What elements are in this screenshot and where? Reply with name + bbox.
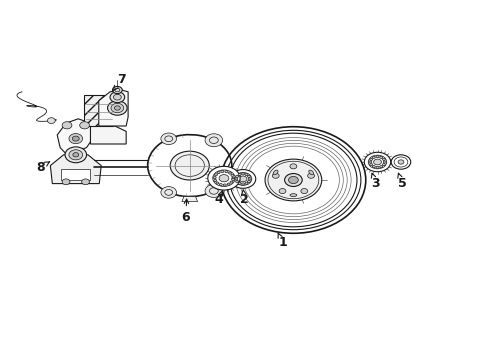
Circle shape <box>372 156 375 158</box>
Circle shape <box>379 156 382 158</box>
Circle shape <box>113 94 121 100</box>
Circle shape <box>112 86 122 94</box>
Circle shape <box>226 183 230 185</box>
Circle shape <box>244 174 247 176</box>
Text: 5: 5 <box>397 173 406 190</box>
Circle shape <box>368 161 371 163</box>
Circle shape <box>247 175 250 177</box>
Polygon shape <box>182 197 197 202</box>
Circle shape <box>161 133 176 145</box>
Circle shape <box>235 175 238 177</box>
Circle shape <box>110 92 124 103</box>
Circle shape <box>397 160 403 164</box>
Circle shape <box>284 174 302 186</box>
Text: 7: 7 <box>113 73 125 91</box>
Circle shape <box>204 134 222 147</box>
Circle shape <box>73 153 79 157</box>
Circle shape <box>47 118 55 123</box>
Circle shape <box>114 106 120 110</box>
Circle shape <box>364 152 390 172</box>
Circle shape <box>234 178 237 180</box>
Circle shape <box>213 179 216 181</box>
Circle shape <box>382 163 385 166</box>
Circle shape <box>231 177 234 179</box>
Circle shape <box>379 166 382 168</box>
Circle shape <box>219 184 222 186</box>
Circle shape <box>369 158 372 161</box>
Polygon shape <box>57 119 94 155</box>
Circle shape <box>224 171 227 173</box>
Circle shape <box>247 180 250 183</box>
Circle shape <box>214 174 217 176</box>
Circle shape <box>239 176 246 182</box>
Polygon shape <box>90 126 126 144</box>
Circle shape <box>62 179 70 185</box>
Circle shape <box>81 179 89 185</box>
Circle shape <box>231 178 234 180</box>
Circle shape <box>372 166 375 168</box>
Circle shape <box>219 175 228 182</box>
Circle shape <box>221 127 365 233</box>
Circle shape <box>72 136 79 141</box>
Circle shape <box>244 182 247 184</box>
Circle shape <box>382 158 385 161</box>
Circle shape <box>235 180 238 183</box>
Circle shape <box>230 170 255 188</box>
Ellipse shape <box>289 194 296 197</box>
Circle shape <box>375 156 378 158</box>
Circle shape <box>65 147 86 163</box>
Circle shape <box>369 163 372 166</box>
Circle shape <box>375 166 378 168</box>
Circle shape <box>80 122 89 129</box>
Circle shape <box>217 171 220 174</box>
Circle shape <box>161 186 176 198</box>
Circle shape <box>241 183 244 185</box>
Circle shape <box>238 182 241 184</box>
Circle shape <box>288 176 298 184</box>
Circle shape <box>228 172 231 174</box>
Circle shape <box>383 161 386 163</box>
Circle shape <box>264 159 321 201</box>
Ellipse shape <box>273 170 278 175</box>
Circle shape <box>107 101 127 115</box>
Circle shape <box>69 134 82 144</box>
Circle shape <box>289 164 296 169</box>
Text: 6: 6 <box>181 199 190 224</box>
Circle shape <box>390 155 410 169</box>
Circle shape <box>279 189 285 194</box>
Polygon shape <box>61 169 90 180</box>
Text: 8: 8 <box>36 161 50 174</box>
Circle shape <box>230 174 233 176</box>
Circle shape <box>300 189 307 194</box>
Ellipse shape <box>308 170 313 175</box>
Text: 4: 4 <box>214 190 223 206</box>
Circle shape <box>69 150 82 160</box>
Text: 2: 2 <box>240 190 248 206</box>
Circle shape <box>272 173 279 178</box>
Circle shape <box>223 184 226 186</box>
Circle shape <box>241 173 244 175</box>
Circle shape <box>216 182 219 184</box>
Polygon shape <box>84 95 113 126</box>
Text: 3: 3 <box>370 173 379 190</box>
Circle shape <box>170 151 209 180</box>
Circle shape <box>207 166 240 190</box>
Circle shape <box>111 103 123 113</box>
Polygon shape <box>50 155 101 184</box>
Circle shape <box>213 176 216 179</box>
Circle shape <box>221 170 224 172</box>
Circle shape <box>373 159 381 165</box>
Circle shape <box>307 173 314 178</box>
Circle shape <box>238 174 241 176</box>
Circle shape <box>62 122 72 129</box>
Text: 1: 1 <box>278 233 286 249</box>
Circle shape <box>230 181 233 183</box>
Circle shape <box>248 178 251 180</box>
Polygon shape <box>99 90 128 126</box>
Circle shape <box>204 184 222 197</box>
